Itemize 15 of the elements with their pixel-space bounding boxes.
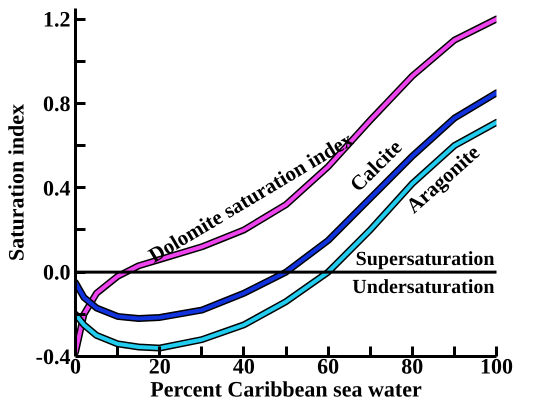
x-tick-label: 100 — [480, 354, 513, 378]
x-tick-label: 20 — [148, 354, 171, 378]
x-tick-label: 0 — [70, 354, 81, 378]
x-axis-title: Percent Caribbean sea water — [150, 376, 422, 402]
x-tick-label: 60 — [317, 354, 340, 378]
annotation: Supersaturation — [356, 248, 494, 270]
y-tick-label: 0.8 — [43, 90, 70, 116]
y-axis-title: Saturation index — [4, 104, 29, 262]
y-tick-label: -0.4 — [36, 344, 70, 369]
x-tick-label: 80 — [401, 354, 424, 378]
y-tick-label: 1.2 — [43, 6, 70, 32]
y-tick-label: 0.4 — [43, 175, 70, 200]
x-tick-label: 40 — [232, 354, 255, 378]
y-tick-label: 0.0 — [43, 260, 70, 285]
annotation: Undersaturation — [352, 276, 495, 298]
